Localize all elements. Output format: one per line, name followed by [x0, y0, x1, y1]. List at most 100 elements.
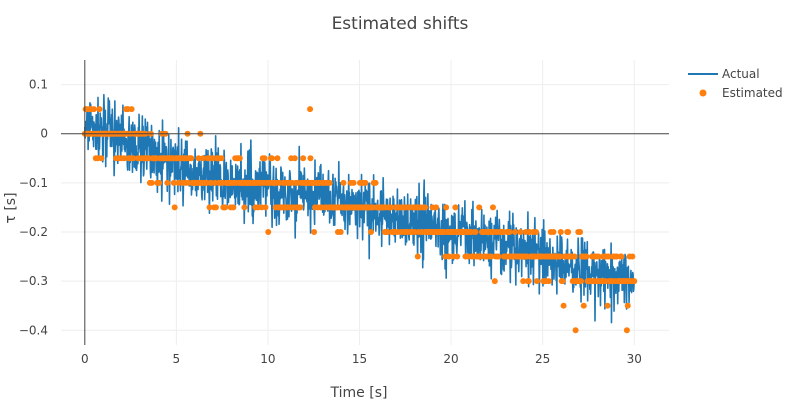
estimated-point	[372, 179, 379, 186]
estimated-point	[388, 204, 395, 211]
y-tick-label: −0.2	[19, 225, 48, 239]
estimated-point	[206, 204, 213, 211]
estimated-point	[489, 204, 496, 211]
estimated-point	[595, 253, 602, 260]
estimated-point	[297, 204, 304, 211]
estimated-point	[200, 155, 207, 162]
estimated-point	[488, 253, 495, 260]
estimated-point	[472, 228, 479, 235]
estimated-point	[533, 278, 540, 285]
x-tick-label: 20	[443, 352, 458, 366]
estimated-point	[443, 204, 450, 211]
x-tick-label: 25	[535, 352, 550, 366]
y-tick-label: −0.4	[19, 323, 48, 337]
estimated-point	[629, 253, 636, 260]
estimated-point	[511, 228, 518, 235]
estimated-point	[506, 228, 513, 235]
chart-title: Estimated shifts	[332, 14, 469, 34]
estimated-point	[525, 278, 532, 285]
estimated-point	[218, 155, 225, 162]
y-tick-label: 0	[40, 127, 48, 141]
x-tick-label: 15	[352, 352, 367, 366]
estimated-point	[367, 228, 374, 235]
x-tick-label: 5	[173, 352, 181, 366]
estimated-point	[491, 278, 498, 285]
estimated-point	[164, 179, 171, 186]
estimated-point	[236, 155, 243, 162]
estimated-series	[81, 106, 638, 334]
estimated-point	[121, 155, 128, 162]
estimated-point	[90, 106, 97, 113]
estimated-point	[545, 278, 552, 285]
estimated-point	[241, 204, 248, 211]
estimated-point	[445, 253, 452, 260]
estimated-point	[362, 179, 369, 186]
estimated-point	[262, 204, 269, 211]
estimated-point	[326, 179, 333, 186]
estimated-point	[533, 228, 540, 235]
legend-estimated-swatch	[699, 89, 707, 97]
estimated-point	[156, 179, 163, 186]
estimated-point	[559, 278, 566, 285]
estimated-point	[520, 278, 527, 285]
estimated-point	[130, 155, 137, 162]
estimated-point	[571, 253, 578, 260]
estimated-point	[557, 228, 564, 235]
estimated-point	[307, 155, 314, 162]
estimated-point	[98, 155, 105, 162]
estimated-point	[517, 228, 524, 235]
estimated-point	[631, 278, 638, 285]
y-tick-label: −0.3	[19, 274, 48, 288]
estimated-point	[454, 253, 461, 260]
estimated-point	[578, 278, 585, 285]
estimated-point	[170, 179, 177, 186]
estimated-point	[96, 106, 103, 113]
estimated-point	[604, 302, 611, 309]
x-tick-label: 10	[260, 352, 275, 366]
estimated-point	[222, 204, 229, 211]
estimated-point	[452, 204, 459, 211]
axes	[61, 60, 669, 345]
legend-estimated-label: Estimated	[722, 86, 783, 100]
x-tick-label: 30	[627, 352, 642, 366]
estimated-point	[195, 155, 202, 162]
estimated-point	[495, 253, 502, 260]
estimated-point	[623, 327, 630, 334]
estimated-point	[188, 155, 195, 162]
estimated-point	[384, 228, 391, 235]
estimated-point	[230, 204, 237, 211]
estimated-point	[291, 155, 298, 162]
estimated-point	[350, 179, 357, 186]
estimated-point	[340, 179, 347, 186]
estimated-point	[565, 228, 572, 235]
estimated-point	[550, 228, 557, 235]
estimated-point	[433, 204, 440, 211]
estimated-point	[171, 204, 178, 211]
legend: Actual Estimated	[688, 67, 783, 100]
estimated-point	[307, 106, 314, 113]
x-tick-label: 0	[81, 352, 89, 366]
estimated-point	[311, 228, 318, 235]
estimated-point	[212, 204, 219, 211]
legend-actual-label: Actual	[722, 67, 760, 81]
estimated-point	[583, 253, 590, 260]
estimated-point	[274, 155, 281, 162]
estimated-point	[261, 155, 268, 162]
estimated-point	[148, 179, 155, 186]
estimated-point	[300, 155, 307, 162]
estimated-point	[577, 228, 584, 235]
estimated-point	[618, 253, 625, 260]
estimated-point	[128, 106, 135, 113]
tick-labels: 0 5 10 15 20 25 30 0.1 0 −0.1 −0.2 −0.3 −0.4	[19, 78, 642, 366]
y-axis-title: τ [s]	[3, 192, 19, 223]
estimated-point	[268, 155, 275, 162]
estimated-point	[605, 253, 612, 260]
y-tick-label: 0.1	[29, 78, 48, 92]
y-tick-label: −0.1	[19, 176, 48, 190]
estimated-point	[572, 327, 579, 334]
estimated-point	[414, 253, 421, 260]
estimated-point	[476, 204, 483, 211]
estimated-point	[580, 302, 587, 309]
